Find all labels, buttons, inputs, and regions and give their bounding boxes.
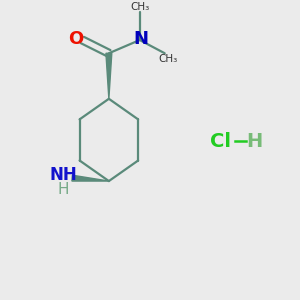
Text: N: N [134,30,148,48]
Text: NH: NH [50,166,77,184]
Text: CH₃: CH₃ [159,53,178,64]
Text: H: H [58,182,69,197]
Polygon shape [72,175,109,181]
Polygon shape [106,53,112,99]
Text: Cl: Cl [210,132,231,151]
Text: H: H [246,132,262,151]
Text: O: O [68,30,84,48]
Text: CH₃: CH₃ [130,2,149,12]
